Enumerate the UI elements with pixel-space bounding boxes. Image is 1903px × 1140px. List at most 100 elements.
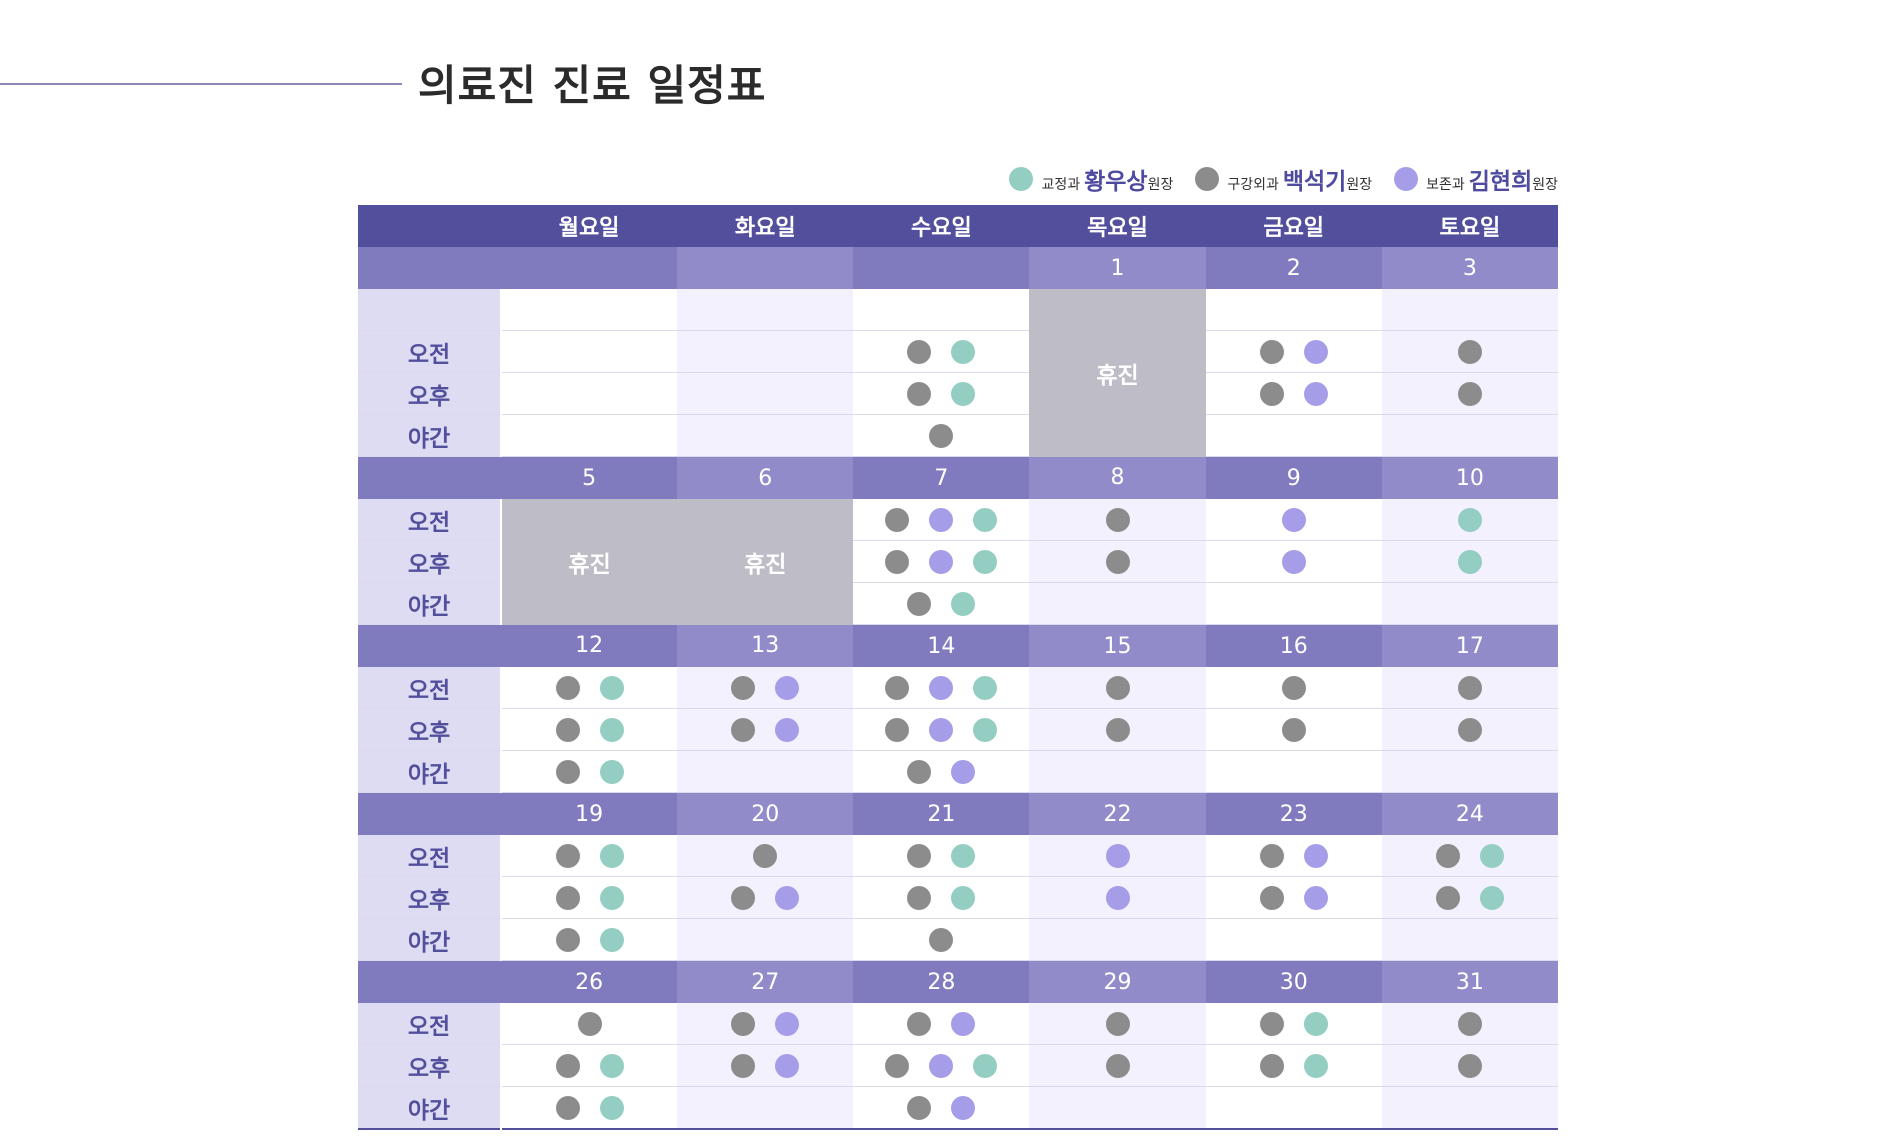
- slot-row: 오전: [358, 667, 1558, 709]
- doctor-dots: [1382, 1011, 1558, 1036]
- schedule-cell: [677, 750, 854, 793]
- legend-dept: 보존과: [1426, 177, 1465, 193]
- purple-dot-icon: [929, 717, 954, 742]
- schedule-cell: [853, 667, 1030, 709]
- schedule-cell: [1381, 289, 1558, 331]
- page-title: 의료진 진료 일정표: [418, 61, 767, 110]
- schedule-cell: [501, 876, 678, 919]
- schedule-cell: [677, 918, 854, 961]
- date-cell: 27: [677, 960, 854, 1003]
- doctor-dots: [1206, 1053, 1382, 1078]
- time-slot-label: 오후: [358, 1044, 502, 1087]
- doctor-dots: [1206, 843, 1382, 868]
- date-row-label: [358, 247, 501, 289]
- date-cell: 17: [1381, 624, 1558, 667]
- teal-dot-icon: [1479, 843, 1504, 868]
- date-cell: 10: [1381, 456, 1558, 499]
- gray-dot-icon: [907, 591, 932, 616]
- gray-dot-icon: [555, 1095, 580, 1120]
- legend-doctor-name: 백석기: [1282, 169, 1347, 195]
- gray-dot-icon: [1105, 507, 1130, 532]
- legend-role: 원장: [1147, 177, 1174, 193]
- purple-dot-icon: [951, 1095, 976, 1120]
- doctor-dots: [502, 843, 677, 868]
- weekday-header: 토요일: [1381, 205, 1558, 247]
- schedule-cell: [501, 667, 678, 709]
- schedule-cell: [1029, 876, 1206, 919]
- schedule-cell: [853, 1044, 1030, 1087]
- gray-dot-icon: [1259, 1053, 1284, 1078]
- teal-dot-icon: [973, 549, 998, 574]
- gray-dot-icon: [885, 675, 910, 700]
- gray-dot-icon: [731, 675, 756, 700]
- time-slot-label: 야간: [358, 750, 502, 793]
- gray-dot-icon: [907, 381, 932, 406]
- schedule-cell: [1381, 372, 1558, 415]
- teal-dot-icon: [599, 1095, 624, 1120]
- date-row: 26 27 28 29 30 31: [358, 960, 1558, 1003]
- schedule-cell: [677, 1086, 854, 1130]
- teal-dot-icon: [1009, 167, 1034, 191]
- purple-dot-icon: [1303, 843, 1328, 868]
- date-cell: 13: [677, 624, 854, 667]
- schedule-cell: [1381, 918, 1558, 961]
- schedule-cell: [1029, 1003, 1206, 1045]
- schedule-cell: [853, 289, 1030, 331]
- doctor-dots: [1382, 339, 1558, 364]
- doctor-dots: [853, 717, 1029, 742]
- schedule-cell: [1029, 918, 1206, 961]
- purple-dot-icon: [1105, 885, 1130, 910]
- date-cell: 9: [1205, 456, 1382, 499]
- purple-dot-icon: [1394, 167, 1419, 191]
- schedule-cell: [1381, 499, 1558, 541]
- schedule-cell: [853, 330, 1030, 373]
- gray-dot-icon: [1259, 843, 1284, 868]
- schedule-cell: [853, 414, 1030, 457]
- doctor-dots: [853, 339, 1029, 364]
- slot-row: 오후: [358, 708, 1558, 751]
- gray-dot-icon: [1105, 717, 1130, 742]
- purple-dot-icon: [951, 759, 976, 784]
- doctor-dots: [502, 1095, 677, 1120]
- date-row: 12 13 14 15 16 17: [358, 624, 1558, 667]
- slot-row: 오후: [358, 372, 1558, 415]
- gray-dot-icon: [929, 927, 954, 952]
- gray-dot-icon: [929, 423, 954, 448]
- teal-dot-icon: [973, 507, 998, 532]
- gray-dot-icon: [1105, 549, 1130, 574]
- legend-doctor-name: 황우상: [1084, 169, 1148, 195]
- closed-cell: 휴진: [677, 499, 854, 625]
- doctor-dots: [1029, 549, 1205, 574]
- date-row-label: [358, 960, 501, 1003]
- schedule-cell: [1381, 540, 1558, 583]
- slot-row: 오전: [358, 330, 1558, 373]
- gray-dot-icon: [1105, 1011, 1130, 1036]
- doctor-dots: [1382, 843, 1558, 868]
- gray-dot-icon: [555, 885, 580, 910]
- date-cell: [853, 247, 1030, 289]
- date-cell: 29: [1029, 960, 1206, 1003]
- legend-doctor-name: 김현희: [1468, 169, 1533, 195]
- time-slot-label: 오후: [358, 540, 502, 583]
- doctor-dots: [1029, 717, 1205, 742]
- gray-dot-icon: [555, 843, 580, 868]
- doctor-dots: [1206, 885, 1382, 910]
- closed-cell: 휴진: [501, 499, 678, 625]
- schedule-cell: [677, 835, 854, 877]
- legend-item-baek: 구강외과 백석기원장: [1195, 162, 1372, 196]
- schedule-cell: [1205, 330, 1382, 373]
- schedule-cell: [501, 1044, 678, 1087]
- header-corner-cell: [358, 205, 501, 247]
- schedule-cell: [1205, 540, 1382, 583]
- doctor-dots: [1206, 675, 1382, 700]
- doctor-dots: [853, 549, 1029, 574]
- teal-dot-icon: [1479, 885, 1504, 910]
- time-slot-label: [358, 289, 502, 331]
- purple-dot-icon: [929, 675, 954, 700]
- slot-row: 야간: [358, 918, 1558, 961]
- schedule-cell: [501, 1086, 678, 1130]
- time-slot-label: 야간: [358, 1086, 502, 1130]
- purple-dot-icon: [1303, 381, 1328, 406]
- time-slot-label: 오전: [358, 499, 502, 541]
